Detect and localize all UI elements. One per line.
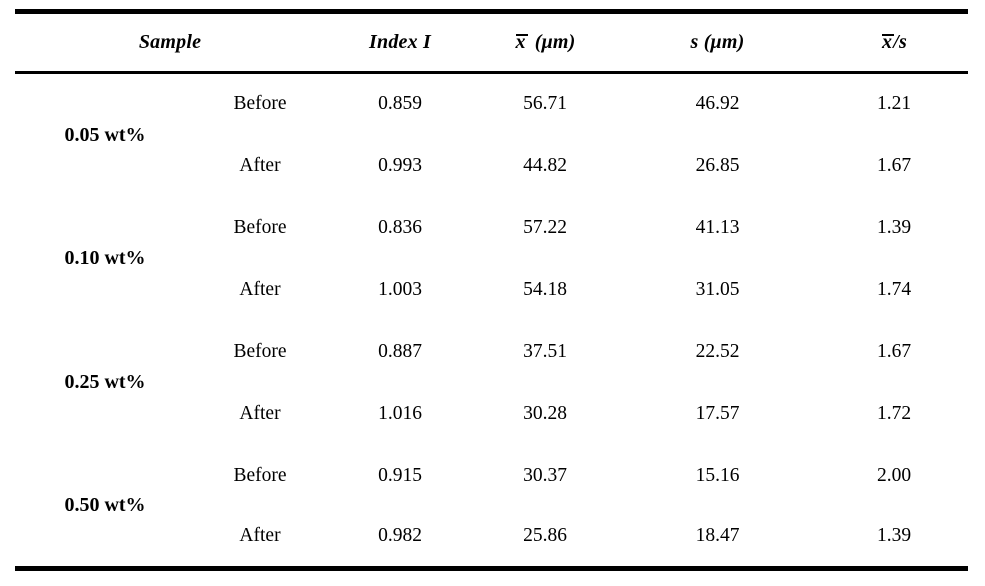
value-cell-index-i: 0.836 [378,216,422,238]
value-cell-s: 22.52 [695,340,740,362]
condition-cell: Before [233,464,287,486]
table-row: 0.05 wt% Before 0.859 56.71 46.92 1.21 [15,73,968,146]
value-cell-s: 17.57 [695,402,740,424]
sample-group-label: 0.10 wt% [64,247,146,269]
value-cell-s: 41.13 [695,216,740,238]
table-row: After 1.016 30.28 17.57 1.72 [15,383,968,445]
value-cell-ratio: 1.39 [876,216,912,238]
table-row: 0.50 wt% Before 0.915 30.37 15.16 2.00 [15,445,968,516]
condition-cell: After [239,278,281,300]
col-header-index-i: Index I [325,11,476,74]
table-row: 0.25 wt% Before 0.887 37.51 22.52 1.67 [15,321,968,394]
value-cell-ratio: 1.67 [876,154,912,176]
value-cell-xbar: 30.28 [523,402,567,424]
sample-group-label: 0.25 wt% [64,371,146,393]
value-cell-ratio: 1.74 [876,278,912,300]
value-cell-s: 18.47 [695,525,740,547]
sample-group-label: 0.50 wt% [64,493,146,516]
condition-cell: After [239,525,281,547]
value-cell-ratio: 1.67 [876,340,912,362]
value-cell-ratio: 1.72 [876,402,912,424]
value-cell-index-i: 0.993 [378,154,422,176]
xbar-symbol: x [882,31,895,53]
value-cell-s: 46.92 [695,93,740,115]
table-row: After 0.993 44.82 26.85 1.67 [15,135,968,197]
table-container: Sample Index I x (μm) s (μm) x/s 0.05 wt% [15,9,969,571]
value-cell-xbar: 25.86 [523,525,567,547]
value-cell-xbar: 37.51 [523,340,567,362]
value-cell-ratio: 1.21 [876,93,912,115]
value-cell-s: 26.85 [695,154,740,176]
condition-cell: After [239,402,281,424]
value-cell-index-i: 1.016 [378,402,422,424]
index-header-label: Index I [369,31,431,53]
value-cell-xbar: 56.71 [523,93,567,115]
value-cell-index-i: 0.859 [378,93,422,115]
condition-cell: Before [233,93,287,115]
col-header-xbar-over-s: x/s [820,11,969,74]
sample-group-label: 0.05 wt% [64,123,146,146]
sample-header-label: Sample [138,31,202,53]
condition-cell: After [239,154,281,176]
results-table: Sample Index I x (μm) s (μm) x/s 0.05 wt% [15,9,969,571]
value-cell-xbar: 44.82 [523,154,567,176]
header-row: Sample Index I x (μm) s (μm) x/s [15,11,969,74]
ratio-rest-label: /s [893,31,907,53]
table-row: 0.10 wt% Before 0.836 57.22 41.13 1.39 [15,197,968,270]
condition-cell: Before [233,340,287,362]
col-header-xbar-um: x (μm) [475,11,616,74]
value-cell-s: 15.16 [695,464,740,486]
table-row: After 0.982 25.86 18.47 1.39 [15,507,968,569]
xbar-unit-label: (μm) [534,31,576,53]
s-header-label: s (μm) [690,31,745,53]
col-header-s-um: s (μm) [615,11,821,74]
value-cell-index-i: 0.915 [378,464,422,486]
value-cell-index-i: 1.003 [378,278,422,300]
value-cell-s: 31.05 [695,278,740,300]
value-cell-xbar: 30.37 [523,464,567,486]
table-row: After 1.003 54.18 31.05 1.74 [15,259,968,321]
value-cell-xbar: 54.18 [523,278,567,300]
condition-cell: Before [233,216,287,238]
value-cell-ratio: 2.00 [876,464,912,486]
xbar-symbol: x [515,31,528,53]
value-cell-xbar: 57.22 [523,216,567,238]
value-cell-index-i: 0.887 [378,340,422,362]
value-cell-ratio: 1.39 [876,525,912,547]
col-header-sample: Sample [15,11,326,74]
value-cell-index-i: 0.982 [378,525,422,547]
